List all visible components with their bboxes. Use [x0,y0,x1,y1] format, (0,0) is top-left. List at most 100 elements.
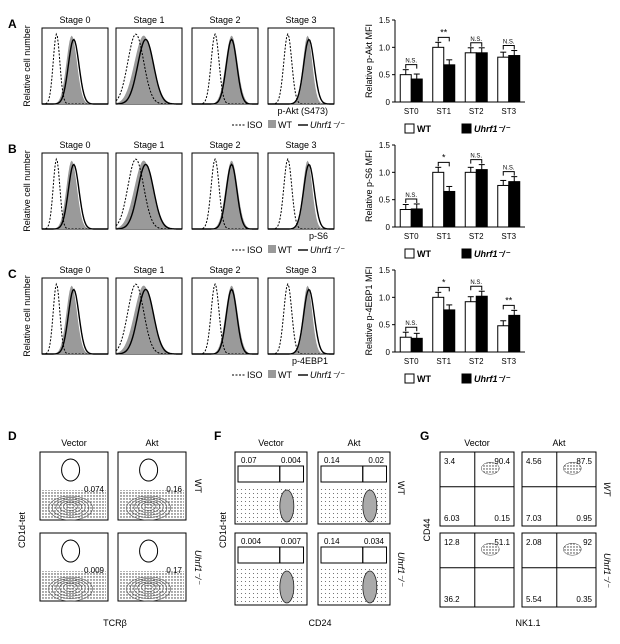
bar [475,52,488,103]
y-tick-label: 1.0 [379,293,391,302]
row-label: WT [193,479,203,493]
iso-legend-label: ISO [247,370,263,380]
y-tick-label: 1.5 [379,141,391,150]
column-label: Vector [464,438,490,448]
quadrant-value: 12.8 [444,538,460,547]
histogram-xlabel: p-4EBP1 [292,356,328,366]
wt-legend-label: WT [278,120,292,130]
panel-letter: C [8,267,17,281]
gate-value: 0.004 [241,537,262,546]
wt-legend-swatch [268,245,276,253]
dotplot-box [439,451,515,527]
stage-label: Stage 3 [285,265,316,275]
histogram-row-b: B Relative cell number Stage 0 Stage 1 Stage… [8,140,345,255]
category-label: ST3 [501,357,516,366]
contour [144,584,153,590]
quadrant-value: 0.15 [494,514,510,523]
dot-density [237,567,305,603]
contour [55,579,86,597]
row-label: Uhrf1⁻/⁻ [396,552,406,587]
quadrant-value: 3.4 [444,457,456,466]
row-label: Uhrf1⁻/⁻ [193,550,203,585]
contour [140,502,157,511]
ko-legend-swatch [461,123,472,134]
panel-d: D Vector Akt CD1d-tet TCRβ WT 0.074 0.16 Uhrf1⁻/… [8,429,203,628]
bar [399,74,412,103]
stage-label: Stage 0 [59,265,90,275]
contour [59,581,82,595]
uhrf1-histogram [268,288,334,355]
uhrf1-histogram [192,163,258,230]
dotplot-xlabel: NK1.1 [515,618,540,628]
uhrf1-histogram [268,38,334,105]
bar [464,301,477,353]
iso-legend-label: ISO [247,120,263,130]
significance-label: N.S. [503,40,515,46]
bar-chart-0: Relative p-Akt MFI 0 0.5 1.0 1.5 ST0 N.S. ST1 **… [364,16,525,134]
contour [133,579,164,597]
bar [432,296,445,353]
wt-legend-swatch [404,123,415,134]
dot-density [42,490,106,518]
iso-histogram [268,32,334,105]
dotplot-box [521,451,597,527]
cluster [481,543,500,556]
column-label: Akt [145,438,159,448]
wt-legend-swatch [404,248,415,259]
wt-legend-label: WT [278,370,292,380]
category-label: ST1 [436,107,451,116]
significance-bracket [502,171,515,176]
histogram-ylabel: Relative cell number [22,150,32,232]
panel-letter: A [8,17,17,31]
bar [399,336,412,353]
category-label: ST2 [469,357,484,366]
uhrf1-histogram [116,38,182,105]
wt-legend-label: WT [278,245,292,255]
uhrf1-histogram [192,38,258,105]
significance-bracket [437,286,450,292]
histogram-xlabel: p-Akt (S473) [277,106,328,116]
wt-legend-swatch [268,120,276,128]
bar [432,46,445,103]
contour [126,576,171,602]
dot-density [42,571,106,599]
significance-bracket [437,161,450,167]
cluster [563,543,582,556]
gate-value: 0.02 [368,456,384,465]
y-tick-label: 1.5 [379,16,391,25]
contour [129,497,168,518]
contour [126,495,171,521]
significance-label: * [442,152,446,162]
gate-box [362,546,388,564]
significance-label: ** [505,295,513,305]
wt-histogram [42,160,108,229]
column-label: Vector [258,438,284,448]
bar [508,55,521,103]
contour [144,503,153,509]
bar [410,78,423,103]
category-label: ST2 [469,107,484,116]
bar [432,171,445,228]
contour [140,583,157,592]
row-label: Uhrf1⁻/⁻ [602,553,612,588]
contour [59,500,82,514]
dot-density [120,490,184,518]
gate-value: 0.007 [281,537,302,546]
iso-histogram [268,157,334,230]
cluster [362,570,378,604]
y-tick-label: 0 [386,348,391,357]
iso-histogram [115,283,182,355]
gate-ellipse [61,539,81,563]
bar-ylabel: Relative p-S6 MFI [364,150,374,222]
dotplot-ylabel: CD1d-tet [17,511,27,548]
y-tick-label: 1.0 [379,168,391,177]
stage-label: Stage 3 [285,140,316,150]
wt-histogram [42,285,108,354]
gate-box [362,465,388,483]
bar [508,314,521,353]
iso-histogram [115,33,182,105]
histogram-ylabel: Relative cell number [22,275,32,357]
stage-label: Stage 2 [209,15,240,25]
dotplot-ylabel: CD1d-tet [218,511,228,548]
